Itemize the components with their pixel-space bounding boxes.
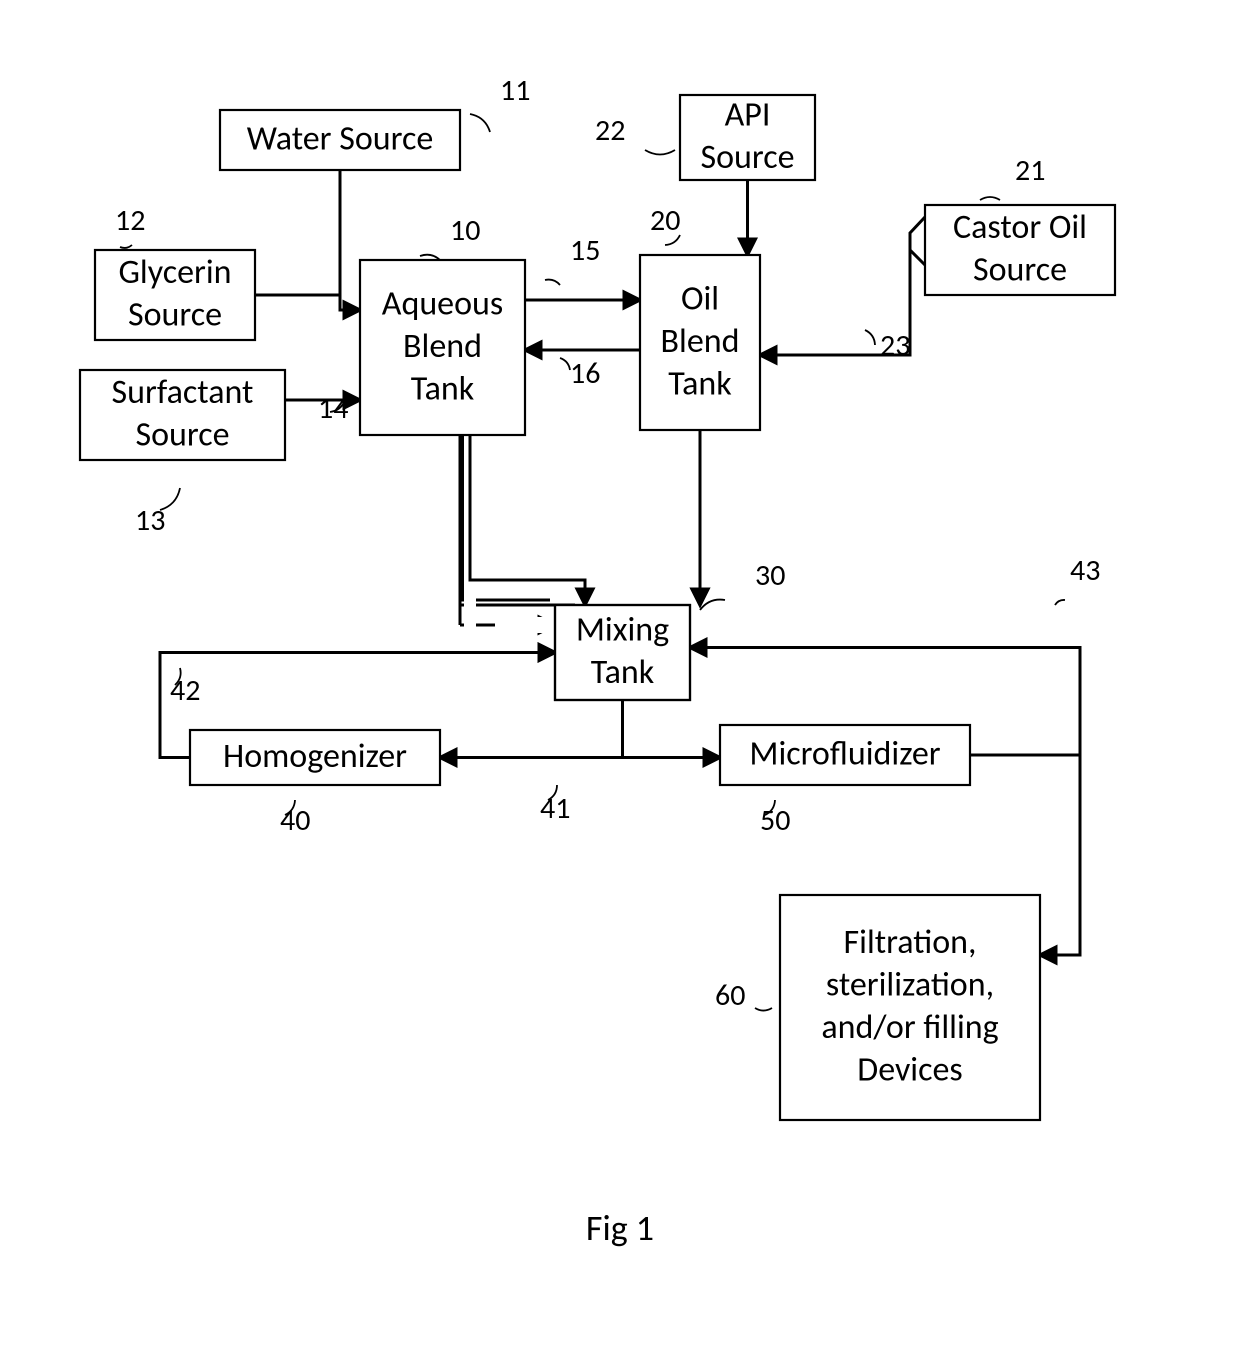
ref-15: 15 [570,232,600,269]
castor-label-0: Castor Oil [953,207,1087,248]
aqueous-label-0: Aqueous [382,283,503,324]
glycerin-label-1: Source [128,295,222,336]
patch [550,565,610,603]
edge [340,170,360,310]
ref-60: 60 [715,977,745,1014]
ref-leader [755,1008,772,1011]
ref-43: 43 [1070,552,1100,589]
aqueous-label-1: Blend [403,326,482,367]
ref-leader [980,197,1000,200]
filtration-label-2: and/or filling [821,1007,998,1048]
ref-leader [470,114,490,132]
patch [495,617,553,633]
ref-42: 42 [170,672,200,709]
ref-50: 50 [760,802,790,839]
ref-21: 21 [1015,152,1045,189]
ref-14: 14 [318,390,348,427]
ref-20: 20 [650,202,680,239]
edge [470,435,585,605]
ref-10: 10 [450,212,480,249]
ref-leader [545,280,560,285]
aqueous-label-2: Tank [411,368,475,409]
ref-leader [700,600,725,610]
ref-leader [865,330,875,345]
oil-label-0: Oil [681,278,719,319]
ref-16: 16 [570,355,600,392]
patch [456,627,464,687]
ref-41: 41 [540,790,570,827]
ref-12: 12 [115,202,145,239]
ref-11: 11 [500,72,530,109]
oil-label-2: Tank [668,363,732,404]
ref-leader [120,245,132,248]
ref-leader [645,150,675,155]
microfluid-label-0: Microfluidizer [749,733,940,774]
surfactant-label-0: Surfactant [112,372,254,413]
api-label-1: Source [700,137,794,178]
ref-30: 30 [755,557,785,594]
ref-23: 23 [880,327,910,364]
homogenizer-label-0: Homogenizer [223,736,407,777]
ref-leader [560,358,570,370]
edge [910,217,925,250]
castor-label-1: Source [973,250,1067,291]
mixing-label-1: Tank [591,652,655,693]
ref-leader [1055,600,1065,605]
filtration-label-1: sterilization, [826,965,994,1006]
glycerin-label-0: Glycerin [118,252,231,293]
figure-caption: Fig 1 [586,1206,654,1250]
filtration-label-0: Filtration, [844,922,977,963]
api-label-0: API [725,95,771,136]
filtration-label-3: Devices [857,1050,962,1091]
oil-label-1: Blend [661,321,740,362]
ref-22: 22 [595,112,625,149]
ref-40: 40 [280,802,310,839]
surfactant-label-1: Source [135,415,229,456]
ref-13: 13 [135,502,165,539]
water-label-0: Water Source [247,118,434,159]
mixing-label-0: Mixing [576,610,669,651]
